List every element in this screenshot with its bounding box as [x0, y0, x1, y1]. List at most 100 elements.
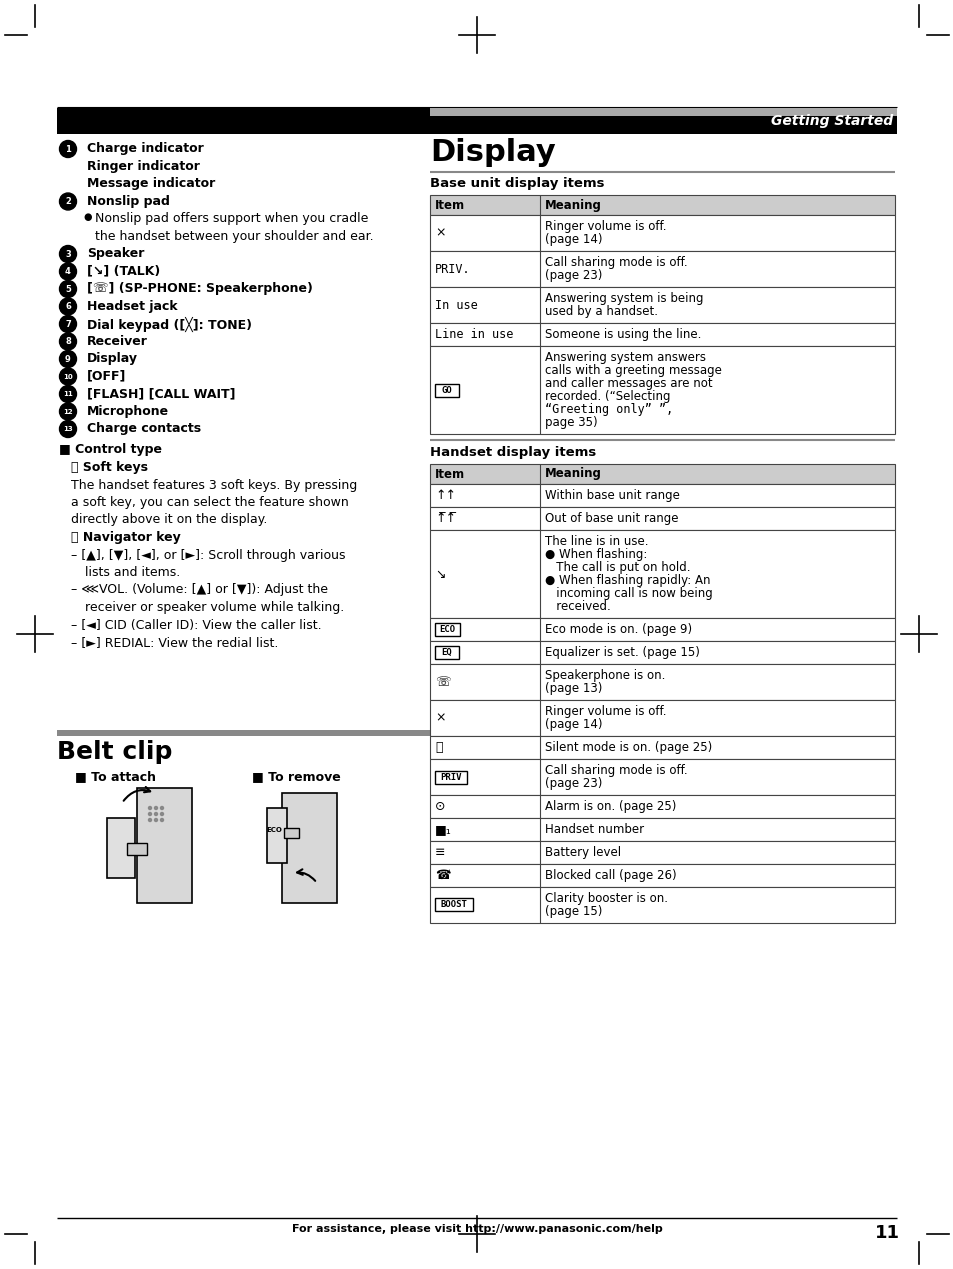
- Bar: [430, 287, 894, 324]
- Circle shape: [59, 350, 76, 368]
- Text: Ringer volume is off.: Ringer volume is off.: [544, 220, 666, 233]
- Circle shape: [59, 263, 76, 280]
- Circle shape: [59, 298, 76, 315]
- Circle shape: [59, 316, 76, 332]
- Text: (page 14): (page 14): [544, 233, 602, 246]
- Text: Ⓐ Soft keys: Ⓐ Soft keys: [71, 461, 148, 475]
- Bar: [430, 464, 894, 483]
- Text: Eco mode is on. (page 9): Eco mode is on. (page 9): [544, 623, 691, 636]
- Circle shape: [154, 812, 157, 816]
- Text: Microphone: Microphone: [87, 405, 169, 418]
- Bar: [430, 346, 894, 434]
- Text: used by a handset.: used by a handset.: [544, 305, 658, 319]
- Text: Receiver: Receiver: [87, 335, 148, 348]
- Text: Dial keypad ([╳]: TONE): Dial keypad ([╳]: TONE): [87, 317, 252, 332]
- Text: ≡: ≡: [435, 846, 445, 859]
- Bar: [57, 730, 470, 736]
- Text: Silent mode is on. (page 25): Silent mode is on. (page 25): [544, 741, 712, 754]
- Circle shape: [59, 368, 76, 385]
- Text: The line is in use.: The line is in use.: [544, 536, 648, 548]
- Text: ■ To remove: ■ To remove: [252, 770, 340, 783]
- Circle shape: [59, 280, 76, 297]
- Bar: [430, 108, 896, 115]
- Text: Call sharing mode is off.: Call sharing mode is off.: [544, 764, 687, 777]
- Text: lists and items.: lists and items.: [77, 566, 180, 579]
- Circle shape: [59, 404, 76, 420]
- Text: ⏰: ⏰: [435, 741, 442, 754]
- Text: ●: ●: [83, 212, 91, 222]
- Text: 4: 4: [65, 266, 71, 275]
- Text: “Greeting only” ”,: “Greeting only” ”,: [544, 404, 673, 416]
- Bar: [430, 641, 894, 664]
- Text: – [►] REDIAL: View the redial list.: – [►] REDIAL: View the redial list.: [71, 636, 278, 648]
- Text: – ⋘VOL. (Volume: [▲] or [▼]): Adjust the: – ⋘VOL. (Volume: [▲] or [▼]): Adjust the: [71, 584, 328, 596]
- Text: (page 23): (page 23): [544, 269, 601, 282]
- Text: 2: 2: [65, 197, 71, 206]
- Bar: [435, 646, 458, 659]
- Text: the handset between your shoulder and ear.: the handset between your shoulder and ea…: [95, 230, 374, 242]
- Bar: [435, 383, 458, 396]
- Text: Clarity booster is on.: Clarity booster is on.: [544, 892, 667, 905]
- Text: ● When flashing:: ● When flashing:: [544, 548, 647, 561]
- Circle shape: [59, 141, 76, 157]
- Text: 11: 11: [874, 1225, 899, 1242]
- Text: Nonslip pad: Nonslip pad: [87, 194, 170, 208]
- Text: (page 23): (page 23): [544, 777, 601, 791]
- Text: receiver or speaker volume while talking.: receiver or speaker volume while talking…: [77, 602, 344, 614]
- Bar: [430, 530, 894, 618]
- Bar: [430, 251, 894, 287]
- Text: and caller messages are not: and caller messages are not: [544, 377, 712, 390]
- Text: 11: 11: [63, 391, 72, 397]
- Text: 3: 3: [65, 250, 71, 259]
- Text: (page 14): (page 14): [544, 718, 602, 731]
- Text: Display: Display: [430, 138, 556, 168]
- Bar: [435, 770, 467, 783]
- Text: 12: 12: [63, 409, 72, 415]
- Text: The handset features 3 soft keys. By pressing: The handset features 3 soft keys. By pre…: [71, 478, 356, 491]
- Text: Speaker: Speaker: [87, 247, 144, 260]
- Text: ⨯: ⨯: [435, 712, 445, 725]
- Text: Line in use: Line in use: [435, 327, 513, 341]
- Text: 7: 7: [65, 320, 71, 329]
- Text: 9: 9: [65, 354, 71, 363]
- Text: Ⓑ Navigator key: Ⓑ Navigator key: [71, 530, 180, 544]
- Bar: [57, 108, 896, 135]
- Text: [↘] (TALK): [↘] (TALK): [87, 264, 160, 278]
- Text: EQ: EQ: [441, 648, 452, 657]
- Circle shape: [59, 386, 76, 402]
- Text: 5: 5: [65, 284, 71, 293]
- Text: Meaning: Meaning: [544, 198, 601, 212]
- Text: calls with a greeting message: calls with a greeting message: [544, 364, 721, 377]
- Text: [FLASH] [CALL WAIT]: [FLASH] [CALL WAIT]: [87, 387, 235, 400]
- Text: Item: Item: [435, 467, 465, 481]
- Circle shape: [59, 193, 76, 209]
- Text: For assistance, please visit http://www.panasonic.com/help: For assistance, please visit http://www.…: [292, 1225, 661, 1233]
- Text: Nonslip pad offers support when you cradle: Nonslip pad offers support when you crad…: [95, 212, 368, 225]
- Text: ☏: ☏: [435, 675, 450, 689]
- Text: – [◄] CID (Caller ID): View the caller list.: – [◄] CID (Caller ID): View the caller l…: [71, 618, 321, 632]
- Text: ■ To attach: ■ To attach: [75, 770, 156, 783]
- Text: Base unit display items: Base unit display items: [430, 176, 604, 190]
- Text: directly above it on the display.: directly above it on the display.: [71, 514, 267, 527]
- Text: – [▲], [▼], [◄], or [►]: Scroll through various: – [▲], [▼], [◄], or [►]: Scroll through …: [71, 548, 345, 561]
- Text: Battery level: Battery level: [544, 846, 620, 859]
- Text: Belt clip: Belt clip: [57, 740, 172, 764]
- Bar: [430, 700, 894, 736]
- Bar: [435, 623, 460, 636]
- Text: Headset jack: Headset jack: [87, 299, 177, 312]
- Text: recorded. (“Selecting: recorded. (“Selecting: [544, 390, 670, 404]
- Text: Alarm is on. (page 25): Alarm is on. (page 25): [544, 799, 676, 813]
- Text: (page 13): (page 13): [544, 681, 601, 695]
- Text: ■ Control type: ■ Control type: [59, 443, 162, 457]
- Bar: [430, 508, 894, 530]
- Text: Ringer volume is off.: Ringer volume is off.: [544, 706, 666, 718]
- Bar: [430, 324, 894, 346]
- Text: Getting Started: Getting Started: [770, 114, 892, 128]
- Circle shape: [59, 332, 76, 350]
- Text: Answering system is being: Answering system is being: [544, 292, 702, 305]
- Text: ⨯: ⨯: [435, 226, 445, 240]
- Text: Within base unit range: Within base unit range: [544, 489, 679, 503]
- Bar: [284, 827, 298, 838]
- Text: ECO: ECO: [439, 626, 456, 634]
- Bar: [430, 841, 894, 864]
